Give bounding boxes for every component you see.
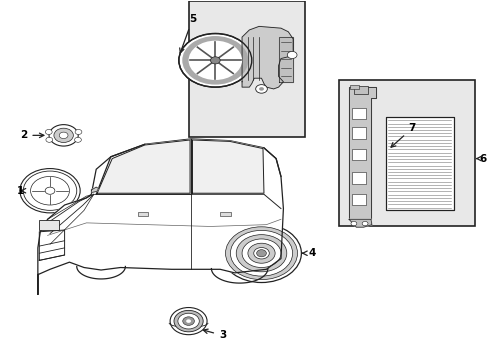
Bar xyxy=(350,85,359,89)
Circle shape xyxy=(182,36,248,85)
Bar xyxy=(188,1,305,137)
Circle shape xyxy=(45,130,52,135)
Circle shape xyxy=(174,310,203,332)
Circle shape xyxy=(259,87,264,91)
Text: 3: 3 xyxy=(203,329,226,341)
Circle shape xyxy=(221,224,301,283)
Bar xyxy=(385,117,453,210)
Circle shape xyxy=(287,51,296,59)
Polygon shape xyxy=(38,139,283,294)
Circle shape xyxy=(59,132,68,139)
Text: 4: 4 xyxy=(302,248,316,258)
Polygon shape xyxy=(91,187,99,193)
Circle shape xyxy=(75,130,81,135)
Text: 7: 7 xyxy=(390,123,415,147)
Text: 2: 2 xyxy=(20,130,44,140)
Circle shape xyxy=(236,235,286,272)
Circle shape xyxy=(49,125,78,146)
Circle shape xyxy=(179,33,251,87)
Text: 1: 1 xyxy=(17,186,26,196)
Circle shape xyxy=(74,137,81,142)
Bar xyxy=(352,172,366,184)
Bar xyxy=(220,212,230,216)
Bar xyxy=(137,212,148,216)
Circle shape xyxy=(350,221,356,226)
Circle shape xyxy=(186,319,191,323)
Circle shape xyxy=(242,239,281,267)
Circle shape xyxy=(46,137,53,142)
Circle shape xyxy=(230,230,292,276)
Bar xyxy=(339,80,474,226)
Circle shape xyxy=(183,317,194,325)
Polygon shape xyxy=(278,37,292,82)
Circle shape xyxy=(253,248,269,259)
Bar xyxy=(353,86,368,94)
Polygon shape xyxy=(192,140,264,193)
Bar xyxy=(352,127,366,139)
Polygon shape xyxy=(348,219,371,227)
Circle shape xyxy=(178,313,199,329)
Circle shape xyxy=(247,243,275,263)
Bar xyxy=(352,149,366,160)
Circle shape xyxy=(170,307,206,335)
Circle shape xyxy=(188,41,242,80)
Circle shape xyxy=(362,221,367,226)
Text: 6: 6 xyxy=(478,154,486,163)
Bar xyxy=(39,220,59,230)
Text: 5: 5 xyxy=(180,14,196,53)
Circle shape xyxy=(54,128,73,143)
Bar xyxy=(385,117,453,210)
Polygon shape xyxy=(97,140,190,193)
Circle shape xyxy=(225,227,297,280)
Circle shape xyxy=(256,249,266,257)
Polygon shape xyxy=(242,26,292,89)
Circle shape xyxy=(20,168,80,213)
Circle shape xyxy=(210,57,220,64)
Circle shape xyxy=(255,85,267,93)
Bar xyxy=(352,108,366,119)
Bar xyxy=(352,194,366,205)
Polygon shape xyxy=(348,87,375,219)
